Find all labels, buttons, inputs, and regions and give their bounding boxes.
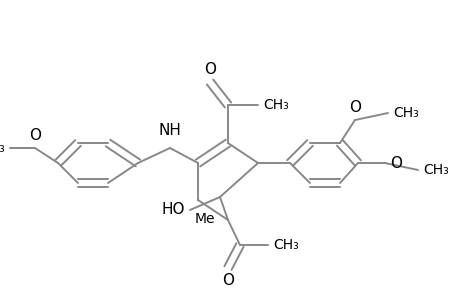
Text: CH₃: CH₃: [0, 141, 5, 155]
Text: Me: Me: [194, 212, 215, 226]
Text: CH₃: CH₃: [392, 106, 418, 120]
Text: O: O: [203, 62, 216, 77]
Text: CH₃: CH₃: [263, 98, 288, 112]
Text: O: O: [348, 100, 360, 115]
Text: CH₃: CH₃: [272, 238, 298, 252]
Text: O: O: [29, 128, 41, 143]
Text: HO: HO: [161, 202, 185, 217]
Text: NH: NH: [158, 123, 181, 138]
Text: CH₃: CH₃: [422, 163, 448, 177]
Text: O: O: [222, 273, 234, 288]
Text: O: O: [389, 155, 401, 170]
